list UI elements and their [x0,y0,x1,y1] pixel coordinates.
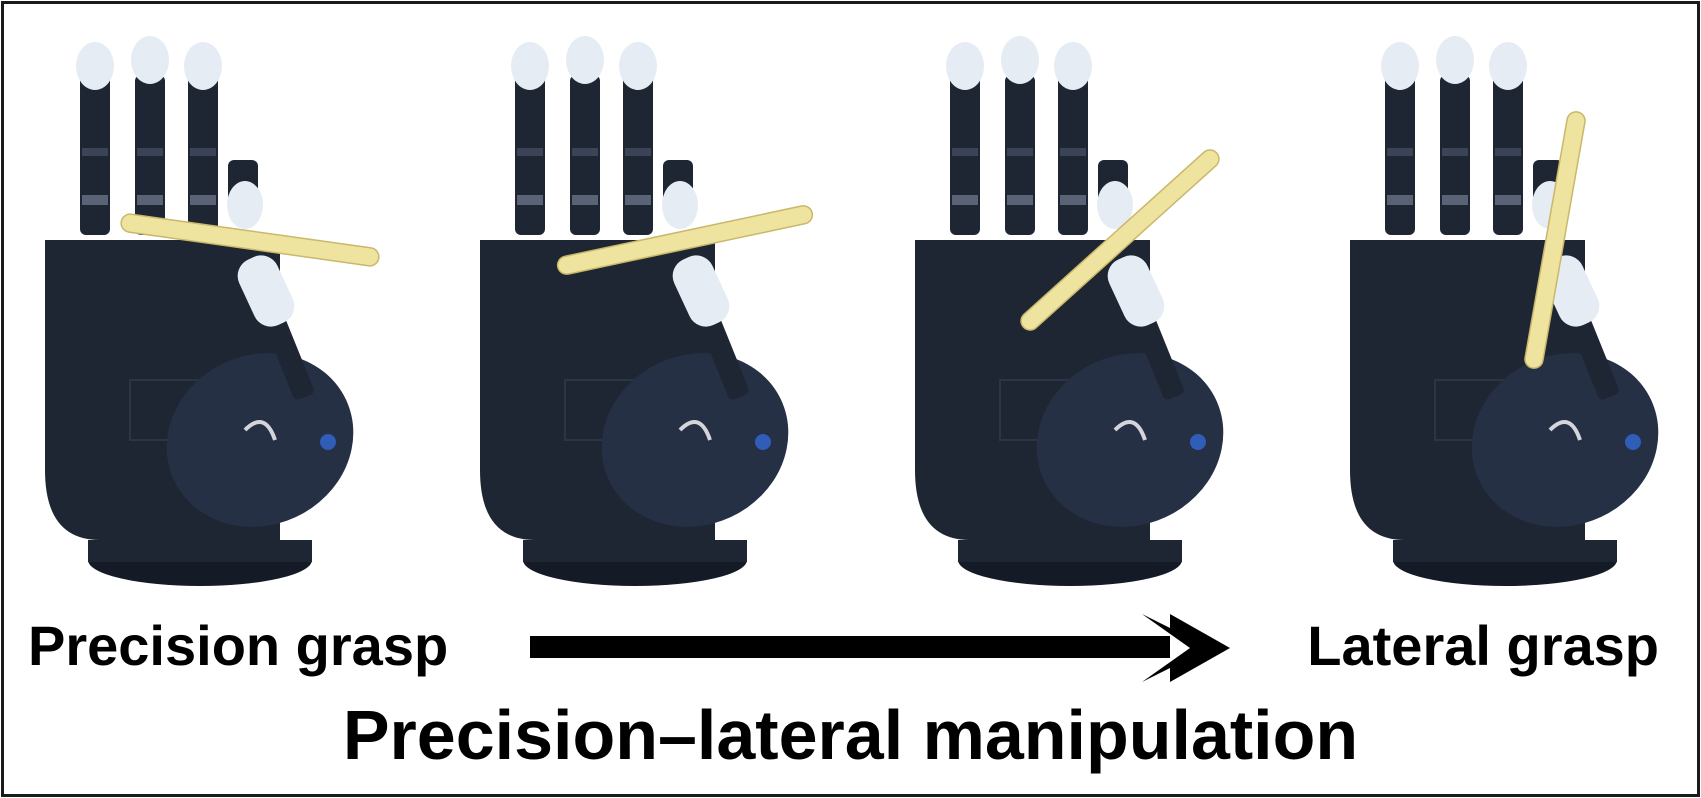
fingertip [131,36,169,84]
fingertip [1489,42,1527,90]
finger-1 [1381,42,1419,235]
fingertip [184,42,222,90]
hand-sequence [45,36,1659,586]
thumb-upper-tip [662,181,698,229]
thumb-disc [1036,353,1224,527]
fingertip [1001,36,1039,84]
finger-2 [1001,36,1039,235]
thumb-link [1134,315,1184,400]
thumb-lower-tip [672,255,730,327]
right-arrow-icon [530,614,1230,682]
thumb-disc [1471,353,1659,527]
fingertip [1381,42,1419,90]
finger-2 [1436,36,1474,235]
finger-1 [946,42,984,235]
hand-frame-3 [915,36,1224,586]
lateral-grasp-label: Lateral grasp [1307,614,1659,677]
fingertip [619,42,657,90]
yellow-rod [1020,149,1220,331]
thumb-link [699,315,749,400]
yellow-rod [556,205,814,275]
hand-base-side [523,540,747,562]
finger-3 [184,42,222,235]
fingertip [566,36,604,84]
fingertip [1054,42,1092,90]
finger-3 [619,42,657,235]
fingertip [1436,36,1474,84]
fingertip [76,42,114,90]
thumb-link [264,315,314,400]
thumb-upper-tip [227,181,263,229]
finger-1 [76,42,114,235]
precision-grasp-label: Precision grasp [28,614,449,677]
thumb-link [1569,315,1619,400]
yellow-rod [120,213,380,267]
hand-frame-1 [45,36,380,586]
finger-2 [566,36,604,235]
thumb-lower-tip [1107,255,1165,327]
thumb-disc [166,353,354,527]
fingertip [946,42,984,90]
hand-base-side [1393,540,1617,562]
finger-3 [1489,42,1527,235]
thumb-upper-tip [1097,181,1133,229]
thumb-lower-tip [237,255,295,327]
hand-frame-2 [480,36,814,586]
thumb-disc [601,353,789,527]
finger-1 [511,42,549,235]
yellow-rod [1524,111,1586,369]
finger-2 [131,36,169,235]
hand-base-side [958,540,1182,562]
figure-caption: Precision–lateral manipulation [342,696,1359,774]
finger-3 [1054,42,1092,235]
hand-base-side [88,540,312,562]
hand-frame-4 [1350,36,1659,586]
fingertip [511,42,549,90]
